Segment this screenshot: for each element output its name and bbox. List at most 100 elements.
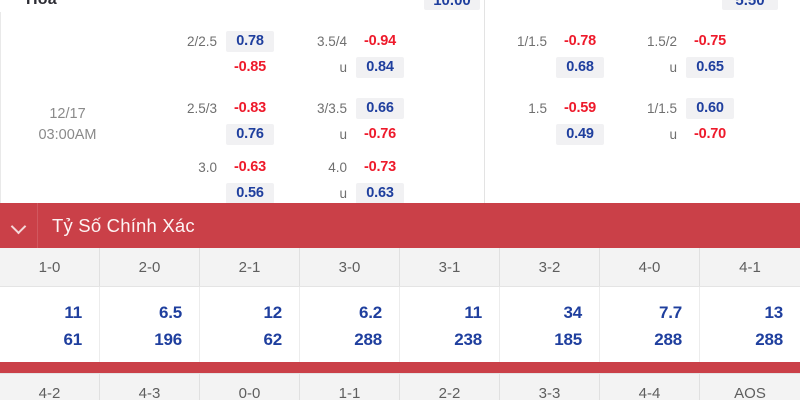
handicap-line: 3.5/4 [316, 33, 347, 49]
score-odds-secondary[interactable]: 62 [263, 329, 282, 349]
odds-value[interactable]: 0.65 [686, 56, 734, 78]
odds-row: 0.68 [500, 56, 604, 78]
match-datetime: 12/17 03:00AM [10, 104, 125, 146]
odds-value[interactable]: 0.66 [356, 97, 404, 119]
score-odds-row-1: 11 61 6.5 196 12 62 6.2 288 11 238 34 185 7.7 288 13 28… [0, 287, 800, 364]
odds-value[interactable]: -0.70 [693, 126, 727, 142]
score-odds-primary[interactable]: 11 [64, 302, 82, 322]
draw-row-label: Hòa [26, 0, 57, 9]
score-odds-secondary[interactable]: 185 [554, 329, 582, 349]
row-separator-bar [0, 362, 800, 373]
odds-row: -0.85 [170, 56, 274, 78]
score-odds-primary[interactable]: 6.5 [158, 302, 182, 322]
clipped-odd-right[interactable]: 5.50 [722, 0, 778, 10]
chevron-down-icon [12, 219, 25, 232]
score-header-cell[interactable]: 3-2 [500, 248, 600, 286]
odds-value[interactable]: -0.78 [563, 33, 597, 49]
score-header-cell[interactable]: AOS [734, 384, 766, 400]
odds-row: 1.5/2 -0.75 [630, 30, 734, 52]
correct-score-section-header[interactable]: Tỷ Số Chính Xác [0, 203, 800, 248]
handicap-line: 1/1.5 [646, 100, 677, 116]
score-odds-cell[interactable]: 7.7 288 [600, 287, 700, 364]
odds-row: 2/2.5 0.78 [170, 30, 274, 52]
section-collapse-toggle[interactable] [0, 203, 38, 248]
score-odds-cell[interactable]: 6.5 196 [100, 287, 200, 364]
odds-value[interactable]: -0.73 [363, 159, 397, 175]
under-marker: u [339, 59, 347, 75]
match-time-value: 03:00AM [38, 127, 97, 143]
score-header-cell[interactable]: 4-2 [0, 374, 100, 400]
score-odds-secondary[interactable]: 288 [654, 329, 682, 349]
odds-value[interactable]: 0.78 [226, 30, 274, 52]
handicap-line: 1.5 [528, 100, 547, 116]
score-header-cell[interactable]: 0-0 [200, 374, 300, 400]
odds-value[interactable]: 0.63 [356, 182, 404, 203]
score-header-cell[interactable]: 4-0 [600, 248, 700, 286]
score-odds-cell[interactable]: 11 61 [0, 287, 100, 364]
score-header-cell[interactable]: 4-3 [100, 374, 200, 400]
odds-value[interactable]: 0.49 [556, 123, 604, 145]
score-odds-secondary[interactable]: 288 [354, 329, 382, 349]
handicap-overunder-panel: Hòa 12/17 03:00AM 10.00 5.50 2/2.5 0.78 -0… [0, 0, 800, 204]
odds-value[interactable]: -0.75 [693, 33, 727, 49]
score-header-cell[interactable]: 3-3 [500, 374, 600, 400]
score-odds-primary[interactable]: 7.7 [658, 302, 682, 322]
score-header-cell[interactable]: 1-0 [0, 248, 100, 286]
odds-value[interactable]: 0.60 [686, 97, 734, 119]
score-header-cell[interactable]: 2-2 [400, 374, 500, 400]
score-odds-secondary[interactable]: 238 [454, 329, 482, 349]
score-header-cell[interactable]: 3-0 [300, 248, 400, 286]
score-odds-secondary[interactable]: 61 [63, 329, 82, 349]
under-marker: u [339, 126, 347, 142]
score-odds-cell[interactable]: 11 238 [400, 287, 500, 364]
match-date: 12/17 [49, 106, 86, 122]
odds-value[interactable]: -0.76 [363, 126, 397, 142]
odds-row: u 0.63 [300, 182, 404, 203]
score-header-cell[interactable]: 2-0 [100, 248, 200, 286]
section-title: Tỷ Số Chính Xác [52, 214, 195, 236]
score-odds-primary[interactable]: 34 [563, 302, 582, 322]
odds-row: u 0.84 [300, 56, 404, 78]
odds-row: 4.0 -0.73 [300, 156, 404, 178]
score-odds-cell[interactable]: 34 185 [500, 287, 600, 364]
odds-value[interactable]: 0.56 [226, 182, 274, 203]
score-odds-cell[interactable]: 6.2 288 [300, 287, 400, 364]
score-header-cell[interactable]: 1-1 [300, 374, 400, 400]
odds-value[interactable]: 0.76 [226, 123, 274, 145]
odds-row: 1.5 -0.59 [500, 97, 604, 119]
score-header-cell[interactable]: 4-4 [600, 374, 700, 400]
odds-value[interactable]: 0.68 [556, 56, 604, 78]
score-odds-primary[interactable]: 12 [263, 302, 282, 322]
handicap-line: 1/1.5 [516, 33, 547, 49]
clipped-odd-left[interactable]: 10.00 [424, 0, 480, 10]
score-odds-cell[interactable]: 12 62 [200, 287, 300, 364]
odds-row: u -0.76 [300, 123, 404, 145]
odds-value[interactable]: -0.85 [233, 59, 267, 75]
odds-row: u -0.70 [630, 123, 734, 145]
odds-value[interactable]: -0.94 [363, 33, 397, 49]
odds-row: 2.5/3 -0.83 [170, 97, 274, 119]
score-header-row-1: 1-0 2-0 2-1 3-0 3-1 3-2 4-0 4-1 [0, 248, 800, 287]
odds-value[interactable]: 0.84 [356, 56, 404, 78]
odds-row: 3/3.5 0.66 [300, 97, 404, 119]
score-header-cell[interactable]: 3-1 [400, 248, 500, 286]
odds-row: 0.56 [170, 182, 274, 203]
score-odds-primary[interactable]: 6.2 [358, 302, 382, 322]
under-marker: u [669, 59, 677, 75]
score-odds-cell[interactable]: 13 288 [700, 287, 800, 364]
score-odds-primary[interactable]: 13 [764, 302, 783, 322]
score-header-cell[interactable]: 2-1 [200, 248, 300, 286]
handicap-line: 2.5/3 [186, 100, 217, 116]
score-odds-secondary[interactable]: 196 [154, 329, 182, 349]
odds-value[interactable]: -0.63 [233, 159, 267, 175]
panel-vertical-divider [484, 0, 485, 203]
score-odds-secondary[interactable]: 288 [755, 329, 783, 349]
correct-score-table: 1-0 2-0 2-1 3-0 3-1 3-2 4-0 4-1 11 61 6.5 196 12 62 6… [0, 248, 800, 364]
odds-value[interactable]: -0.83 [233, 100, 267, 116]
odds-row: u 0.65 [630, 56, 734, 78]
score-header-cell[interactable]: 4-1 [739, 258, 761, 276]
odds-row: 3.0 -0.63 [170, 156, 274, 178]
score-odds-primary[interactable]: 11 [464, 302, 482, 322]
odds-value[interactable]: -0.59 [563, 100, 597, 116]
